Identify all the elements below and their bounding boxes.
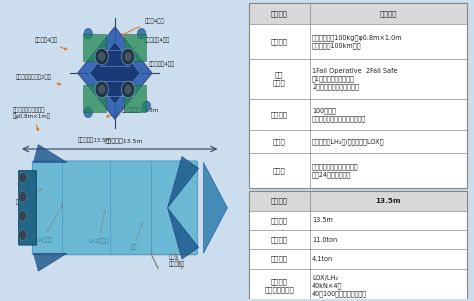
Circle shape — [137, 28, 146, 39]
Text: LOX/LH₂
40kN×4基
40～100％スロットリング: LOX/LH₂ 40kN×4基 40～100％スロットリング — [312, 275, 367, 297]
Text: 推進薬／
推力（海面上）: 推進薬／ 推力（海面上） — [264, 279, 294, 293]
Circle shape — [124, 85, 132, 94]
Text: 機体全長：13.5m: 機体全長：13.5m — [105, 138, 144, 144]
Polygon shape — [83, 34, 106, 61]
Polygon shape — [124, 34, 146, 61]
Bar — [249, 3, 467, 188]
Text: 機体全長: 機体全長 — [271, 198, 288, 204]
Text: 11.0ton: 11.0ton — [312, 237, 337, 243]
Bar — [249, 130, 467, 154]
Circle shape — [18, 210, 27, 221]
Circle shape — [98, 85, 105, 94]
Circle shape — [95, 81, 109, 98]
Bar — [249, 154, 467, 188]
Text: 故障
許容性: 故障 許容性 — [273, 71, 286, 86]
Polygon shape — [83, 85, 106, 112]
Text: LH2タンク: LH2タンク — [89, 211, 109, 244]
Bar — [249, 191, 467, 211]
Polygon shape — [34, 253, 67, 271]
Text: 再使用性: 再使用性 — [271, 111, 288, 118]
Circle shape — [18, 191, 27, 202]
Text: 1Fail Operative  2Fail Safe
（1故障でも運用継続、
2故障でも飛行安全確保）: 1Fail Operative 2Fail Safe （1故障でも運用継続、 2… — [312, 68, 398, 90]
Text: アビオベイ: アビオベイ — [16, 189, 41, 206]
Bar — [249, 211, 467, 230]
Polygon shape — [167, 157, 199, 208]
Bar — [249, 191, 467, 301]
Polygon shape — [167, 208, 199, 259]
Text: 100回目標
（点検整備・部品交換を前提）: 100回目標 （点検整備・部品交換を前提） — [312, 107, 366, 122]
Text: 推進薬: 推進薬 — [273, 138, 286, 145]
Text: 打上げから再打ち上げまで
最短24時間以内目標: 打上げから再打ち上げまで 最短24時間以内目標 — [312, 163, 358, 178]
Circle shape — [18, 172, 27, 183]
Circle shape — [18, 230, 27, 240]
Text: 全備質量: 全備質量 — [271, 237, 288, 243]
Bar — [249, 250, 467, 269]
FancyBboxPatch shape — [32, 161, 198, 255]
Polygon shape — [78, 27, 152, 119]
Bar — [249, 59, 467, 99]
Text: 液体水素（LH₂）/液体酸素（LOX）: 液体水素（LH₂）/液体酸素（LOX） — [312, 138, 384, 145]
Circle shape — [121, 48, 135, 65]
Text: 機体全長: 機体全長 — [271, 217, 288, 224]
Text: 舶面（4枚）: 舶面（4枚） — [122, 18, 164, 35]
Text: 機体全長：13.5m: 機体全長：13.5m — [78, 137, 111, 143]
Text: 運用性: 運用性 — [273, 167, 286, 174]
Text: 主要性能: 主要性能 — [271, 38, 288, 45]
Bar — [249, 3, 467, 24]
Circle shape — [98, 52, 105, 61]
Polygon shape — [34, 144, 67, 163]
Bar — [249, 269, 467, 301]
Bar — [249, 191, 467, 301]
Text: LOXタンク: LOXタンク — [32, 204, 63, 243]
Text: 着陸脚（4本）: 着陸脚（4本） — [35, 37, 67, 50]
Polygon shape — [203, 163, 228, 253]
Text: 設計要求: 設計要求 — [380, 11, 397, 17]
Text: 着陸脚
（固定脚）: 着陸脚 （固定脚） — [169, 233, 185, 267]
Polygon shape — [124, 85, 146, 112]
Circle shape — [84, 28, 92, 39]
Text: 機体全長: 機体全長 — [271, 11, 288, 17]
Circle shape — [121, 81, 135, 98]
Polygon shape — [90, 42, 140, 104]
Circle shape — [84, 107, 92, 118]
Text: エンジン（4基）: エンジン（4基） — [128, 61, 174, 75]
Text: 4.1ton: 4.1ton — [312, 256, 333, 262]
Bar — [249, 3, 467, 188]
Bar — [249, 24, 467, 59]
Text: 13.5m: 13.5m — [376, 198, 401, 204]
Text: 乾燥質量: 乾燥質量 — [271, 256, 288, 262]
Text: ペイロード：100kg・φ0.8m×1.0m
到達高度：100km以上: ペイロード：100kg・φ0.8m×1.0m 到達高度：100km以上 — [312, 34, 402, 49]
FancyBboxPatch shape — [18, 171, 36, 245]
Bar — [249, 99, 467, 130]
Text: 舶面: 舶面 — [130, 223, 143, 250]
Circle shape — [124, 52, 132, 61]
Bar — [249, 230, 467, 250]
Text: 13.5m: 13.5m — [312, 217, 333, 223]
Text: ペイロード携載エリア
（φ0.8m×1m）: ペイロード携載エリア （φ0.8m×1m） — [13, 107, 51, 130]
Circle shape — [95, 48, 109, 65]
Text: ボディフラップ（2枚）: ボディフラップ（2枚） — [16, 75, 61, 85]
Text: 機体底面幅：2.73m: 機体底面幅：2.73m — [107, 107, 159, 117]
Text: ルーバー（4枚）: ルーバー（4枚） — [126, 37, 170, 52]
Circle shape — [142, 101, 151, 112]
